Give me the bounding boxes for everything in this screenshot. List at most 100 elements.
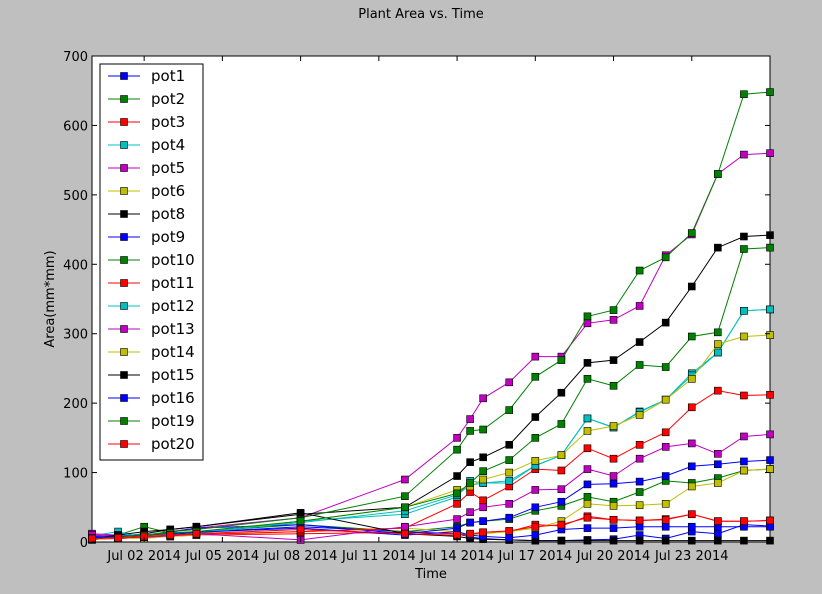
- data-point: [583, 536, 592, 545]
- data-point: [531, 486, 540, 494]
- data-point: [505, 468, 514, 477]
- data-point: [401, 503, 409, 512]
- data-point: [740, 245, 748, 253]
- legend-item-pot2: pot2: [108, 90, 185, 108]
- data-point: [453, 500, 461, 508]
- data-point: [766, 331, 774, 339]
- x-tick-label: Jul 23 2014: [654, 549, 729, 564]
- legend-item-pot6: pot6: [108, 182, 185, 200]
- data-point: [466, 529, 474, 538]
- data-point: [635, 338, 644, 346]
- data-point: [635, 266, 644, 275]
- data-point: [609, 515, 618, 524]
- data-point: [740, 90, 748, 98]
- data-point: [714, 460, 722, 469]
- data-point: [635, 501, 644, 510]
- legend: pot1 pot2 pot3 pot4 pot5 pot6 pot8 pot9 pot10 pot…: [99, 63, 204, 461]
- data-point: [609, 479, 618, 488]
- legend-item-pot5: pot5: [108, 159, 185, 177]
- legend-marker: [120, 187, 128, 195]
- legend-marker: [120, 72, 128, 80]
- legend-marker: [120, 325, 128, 333]
- data-point: [531, 372, 540, 381]
- data-point: [635, 411, 644, 419]
- data-point: [687, 462, 696, 471]
- legend-label: pot9: [151, 228, 185, 246]
- data-point: [505, 378, 514, 387]
- data-point: [740, 232, 748, 241]
- data-point: [583, 359, 592, 367]
- x-axis: Jul 02 2014 Jul 05 2014 Jul 08 2014 Jul 11 …: [106, 56, 729, 564]
- x-tick-label: Jul 05 2014: [185, 549, 260, 564]
- legend-marker: [120, 164, 128, 172]
- data-point: [661, 428, 670, 437]
- legend-marker: [120, 141, 128, 149]
- data-point: [766, 536, 774, 545]
- data-point: [687, 439, 696, 448]
- x-tick-label: Jul 11 2014: [341, 549, 416, 564]
- data-point: [740, 517, 748, 525]
- x-tick-label: Jul 17 2014: [498, 549, 573, 564]
- data-point: [766, 243, 774, 252]
- data-point: [505, 406, 514, 414]
- legend-item-pot15: pot15: [108, 366, 195, 384]
- data-point: [740, 466, 748, 475]
- legend-item-pot9: pot9: [108, 228, 185, 246]
- x-tick-label: Jul 02 2014: [106, 549, 181, 564]
- legend-label: pot5: [151, 159, 185, 177]
- data-point: [661, 318, 670, 327]
- data-point: [531, 413, 540, 421]
- data-point: [479, 496, 487, 505]
- data-point: [505, 456, 514, 464]
- data-point: [479, 503, 487, 512]
- data-point: [583, 375, 592, 383]
- legend-item-pot20: pot20: [108, 435, 195, 453]
- data-point: [714, 386, 722, 395]
- legend-label: pot2: [151, 90, 185, 108]
- data-point: [635, 516, 644, 525]
- data-point: [557, 388, 566, 397]
- y-tick-label: 400: [63, 258, 88, 273]
- data-point: [687, 522, 696, 531]
- data-point: [531, 456, 540, 465]
- data-point: [687, 482, 696, 491]
- legend-marker: [120, 440, 128, 448]
- data-point: [557, 497, 566, 506]
- legend-item-pot10: pot10: [108, 251, 195, 269]
- legend-item-pot3: pot3: [108, 113, 185, 131]
- data-point: [609, 502, 618, 510]
- data-point: [505, 477, 514, 485]
- legend-label: pot4: [151, 136, 185, 154]
- data-point: [505, 500, 514, 508]
- data-point: [296, 517, 305, 525]
- data-point: [505, 527, 514, 535]
- legend-item-pot11: pot11: [108, 274, 195, 292]
- data-point: [466, 415, 474, 423]
- legend-label: pot1: [151, 67, 185, 85]
- data-point: [740, 432, 748, 441]
- data-point: [401, 522, 409, 531]
- data-point: [740, 307, 748, 315]
- legend-item-pot16: pot16: [108, 389, 195, 407]
- data-point: [714, 536, 722, 545]
- data-point: [714, 450, 722, 458]
- data-point: [687, 375, 696, 383]
- legend-label: pot20: [151, 435, 195, 453]
- data-point: [635, 361, 644, 369]
- data-point: [635, 477, 644, 486]
- data-point: [583, 444, 592, 453]
- legend-marker: [120, 256, 128, 264]
- data-point: [583, 480, 592, 489]
- y-tick-label: 200: [63, 397, 88, 412]
- data-point: [166, 531, 175, 539]
- x-axis-label: Time: [414, 567, 447, 582]
- data-point: [466, 427, 474, 435]
- data-point: [661, 500, 670, 508]
- data-point: [479, 453, 487, 462]
- data-point: [453, 472, 461, 480]
- data-point: [557, 451, 566, 460]
- legend-item-pot8: pot8: [108, 205, 185, 223]
- legend-marker: [120, 348, 128, 356]
- data-point: [740, 391, 748, 400]
- data-point: [479, 394, 487, 403]
